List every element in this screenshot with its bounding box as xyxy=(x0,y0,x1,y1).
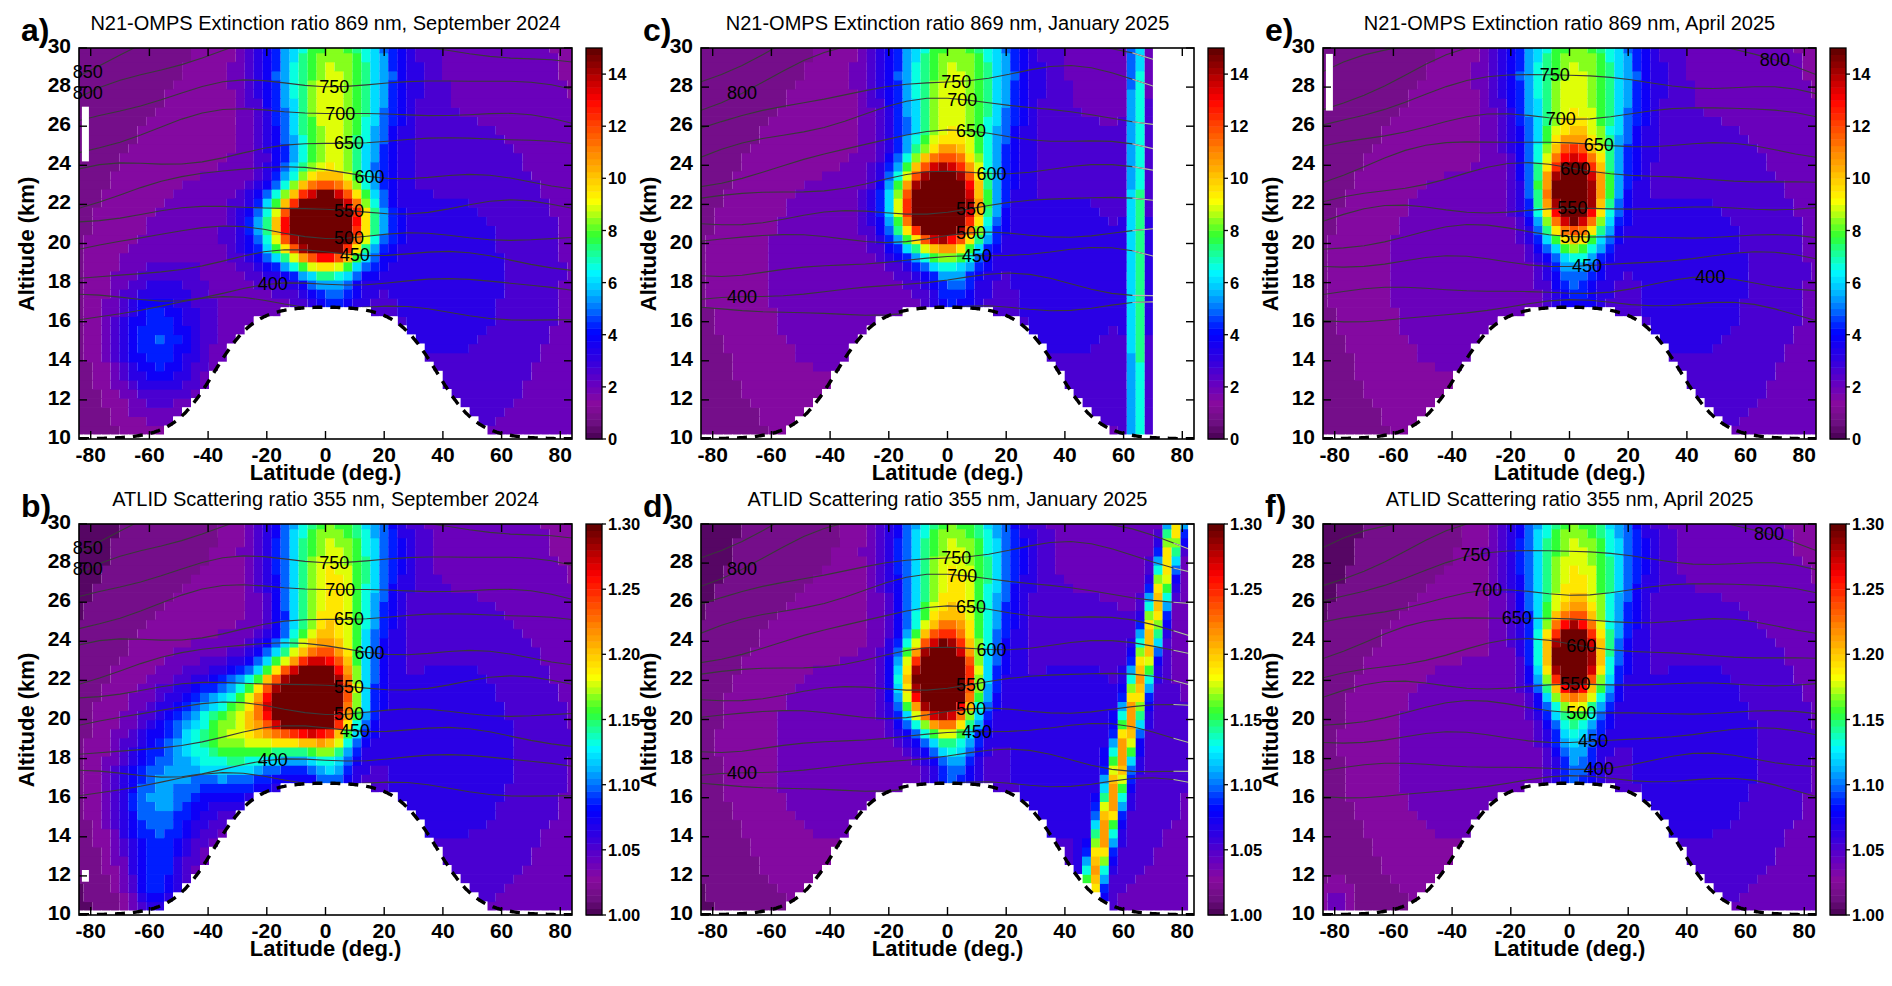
svg-text:1.25: 1.25 xyxy=(1852,580,1884,598)
svg-text:1.15: 1.15 xyxy=(1852,711,1884,729)
svg-text:1.20: 1.20 xyxy=(1852,645,1884,663)
svg-text:1.00: 1.00 xyxy=(1852,906,1884,924)
svg-text:1.10: 1.10 xyxy=(1852,776,1884,794)
svg-text:1.30: 1.30 xyxy=(1852,515,1884,533)
svg-text:1.05: 1.05 xyxy=(1852,841,1884,859)
